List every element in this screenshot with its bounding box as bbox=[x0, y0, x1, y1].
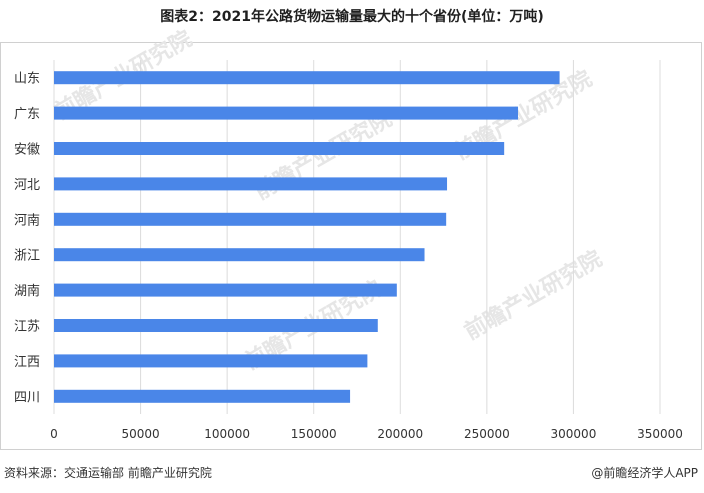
source-note: 资料来源：交通运输部 前瞻产业研究院 bbox=[4, 466, 212, 480]
x-tick-label: 300000 bbox=[551, 427, 597, 441]
bar bbox=[54, 212, 447, 226]
x-tick-label: 0 bbox=[50, 427, 58, 441]
category-label: 湖南 bbox=[14, 283, 40, 299]
x-tick-labels: 0 50000 100000 150000 200000 250000 300000 3500… bbox=[50, 427, 683, 441]
category-label: 山东 bbox=[14, 72, 40, 87]
category-label: 安徽 bbox=[14, 143, 40, 158]
category-label: 广东 bbox=[14, 107, 40, 122]
x-tick-label: 100000 bbox=[204, 427, 250, 441]
bar bbox=[54, 389, 351, 403]
chart-frame bbox=[0, 42, 702, 450]
watermark-text: 前瞻产业研究院 bbox=[460, 246, 606, 346]
bar bbox=[54, 71, 560, 85]
chart-title: 图表2：2021年公路货物运输量最大的十个省份(单位：万吨) bbox=[160, 9, 544, 25]
bar bbox=[54, 283, 397, 297]
category-label: 河南 bbox=[14, 212, 40, 228]
x-tick-label: 50000 bbox=[121, 427, 159, 441]
x-tick-label: 350000 bbox=[637, 427, 683, 441]
category-label: 四川 bbox=[14, 390, 40, 405]
x-tick-label: 200000 bbox=[377, 427, 423, 441]
brand-note: @前瞻经济学人APP bbox=[591, 466, 698, 480]
x-tick-label: 250000 bbox=[464, 427, 510, 441]
category-label: 浙江 bbox=[14, 249, 40, 264]
bar bbox=[54, 354, 368, 368]
bars bbox=[54, 71, 560, 403]
bar bbox=[54, 177, 448, 191]
bar bbox=[54, 142, 505, 155]
bar bbox=[54, 248, 425, 262]
category-label: 河北 bbox=[14, 178, 40, 193]
bar bbox=[54, 319, 378, 332]
bar bbox=[54, 106, 519, 120]
category-label: 江西 bbox=[14, 355, 40, 370]
x-tick-label: 150000 bbox=[291, 427, 337, 441]
category-label: 江苏 bbox=[14, 319, 40, 335]
